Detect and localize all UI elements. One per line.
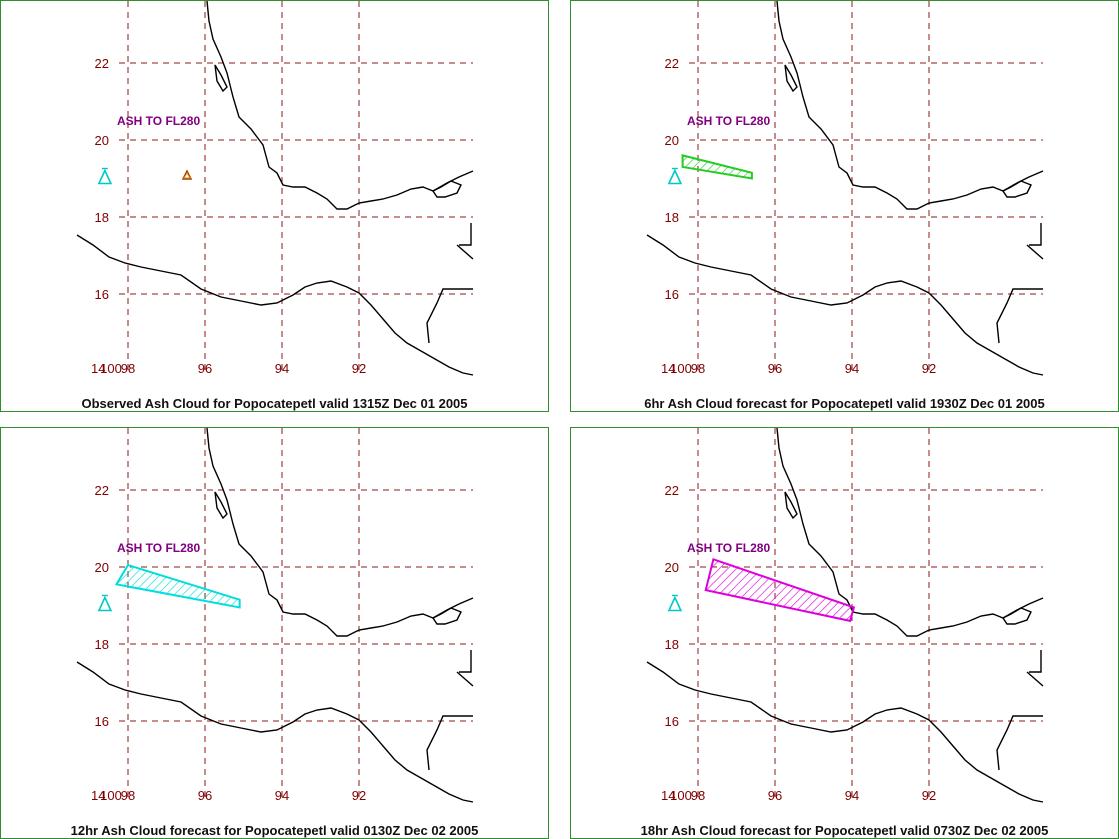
coastline <box>76 234 474 376</box>
lat-tick-label: 22 <box>95 483 109 498</box>
lon-tick-label: 94 <box>275 788 289 803</box>
lon-tick-label: 98 <box>691 361 705 376</box>
caption-12hr: 12hr Ash Cloud forecast for Popocatepetl… <box>70 823 479 838</box>
lat-tick-label: 16 <box>95 287 109 302</box>
caption-observed: Observed Ash Cloud for Popocatepetl vali… <box>81 396 468 411</box>
caption-18hr: 18hr Ash Cloud forecast for Popocatepetl… <box>640 823 1049 838</box>
lat-tick-label: 18 <box>95 637 109 652</box>
lon-tick-label: 96 <box>198 361 212 376</box>
coastline <box>1026 650 1044 687</box>
coastline <box>206 428 474 637</box>
lat-tick-label: 16 <box>665 714 679 729</box>
coastline <box>426 715 473 771</box>
coastline <box>996 288 1043 344</box>
lat-tick-label: 14 <box>91 788 105 803</box>
lon-tick-label: 96 <box>198 788 212 803</box>
caption-6hr: 6hr Ash Cloud forecast for Popocatepetl … <box>644 396 1045 411</box>
lat-tick-label: 18 <box>665 637 679 652</box>
lon-tick-label: 94 <box>845 361 859 376</box>
lon-tick-label: 100 <box>100 788 122 803</box>
ash-level-label: ASH TO FL280 <box>117 114 200 128</box>
volcano-triangle-icon <box>97 167 113 185</box>
coastline <box>776 1 1044 210</box>
lat-tick-label: 16 <box>95 714 109 729</box>
lat-tick-label: 14 <box>91 361 105 376</box>
ash-cloud-polygon <box>114 563 241 609</box>
coastline <box>76 661 474 803</box>
coastline <box>776 428 1044 637</box>
lon-tick-label: 94 <box>275 361 289 376</box>
ash-level-label: ASH TO FL280 <box>687 114 770 128</box>
coastline <box>431 180 462 198</box>
lon-tick-label: 100 <box>100 361 122 376</box>
ash-cloud-polygon <box>704 558 856 623</box>
ash-cloud-observed-outline <box>183 172 191 179</box>
lat-tick-label: 20 <box>95 133 109 148</box>
coastline <box>996 715 1043 771</box>
lat-tick-label: 20 <box>665 560 679 575</box>
lon-tick-label: 94 <box>845 788 859 803</box>
panel-12hr: 22 20 18 16 14 100 98 96 94 92 ASH TO FL280 12hr A… <box>0 427 549 839</box>
coastline <box>784 491 798 520</box>
coastline <box>1001 180 1032 198</box>
lon-tick-label: 92 <box>352 788 366 803</box>
ash-level-label: ASH TO FL280 <box>687 541 770 555</box>
lat-tick-label: 16 <box>665 287 679 302</box>
lon-tick-label: 92 <box>352 361 366 376</box>
lon-tick-label: 98 <box>121 361 135 376</box>
lat-tick-label: 14 <box>661 788 675 803</box>
coastline <box>214 64 228 93</box>
panel-6hr: 22 20 18 16 14 100 98 96 94 92 ASH TO FL280 6hr As… <box>570 0 1119 412</box>
coastline <box>646 234 1044 376</box>
coastline <box>1026 223 1044 260</box>
coastline <box>426 288 473 344</box>
lon-tick-label: 92 <box>922 788 936 803</box>
lat-tick-label: 20 <box>665 133 679 148</box>
coastline <box>1001 607 1032 625</box>
lon-tick-label: 96 <box>768 788 782 803</box>
lat-tick-label: 18 <box>665 210 679 225</box>
ash-cloud-polygon <box>681 154 753 180</box>
lon-tick-label: 100 <box>670 788 692 803</box>
coastline <box>456 223 474 260</box>
coastline <box>456 650 474 687</box>
lat-tick-label: 14 <box>661 361 675 376</box>
coastline <box>206 1 474 210</box>
lat-tick-label: 22 <box>665 483 679 498</box>
coastline <box>214 491 228 520</box>
lat-tick-label: 20 <box>95 560 109 575</box>
lon-tick-label: 98 <box>121 788 135 803</box>
panel-18hr: 22 20 18 16 14 100 98 96 94 92 ASH TO FL280 18hr A… <box>570 427 1119 839</box>
ash-cloud-observed <box>181 169 193 180</box>
lat-tick-label: 22 <box>665 56 679 71</box>
ash-level-label: ASH TO FL280 <box>117 541 200 555</box>
lon-tick-label: 98 <box>691 788 705 803</box>
coastline <box>646 661 1044 803</box>
coastline <box>784 64 798 93</box>
volcano-triangle-icon <box>667 594 683 612</box>
coastline <box>431 607 462 625</box>
panel-observed: 22 20 18 16 14 100 98 96 94 92 ASH TO FL280 Observ… <box>0 0 549 412</box>
lat-tick-label: 22 <box>95 56 109 71</box>
volcano-triangle-icon <box>667 167 683 185</box>
lon-tick-label: 96 <box>768 361 782 376</box>
lon-tick-label: 100 <box>670 361 692 376</box>
volcano-triangle-icon <box>97 594 113 612</box>
lat-tick-label: 18 <box>95 210 109 225</box>
lon-tick-label: 92 <box>922 361 936 376</box>
